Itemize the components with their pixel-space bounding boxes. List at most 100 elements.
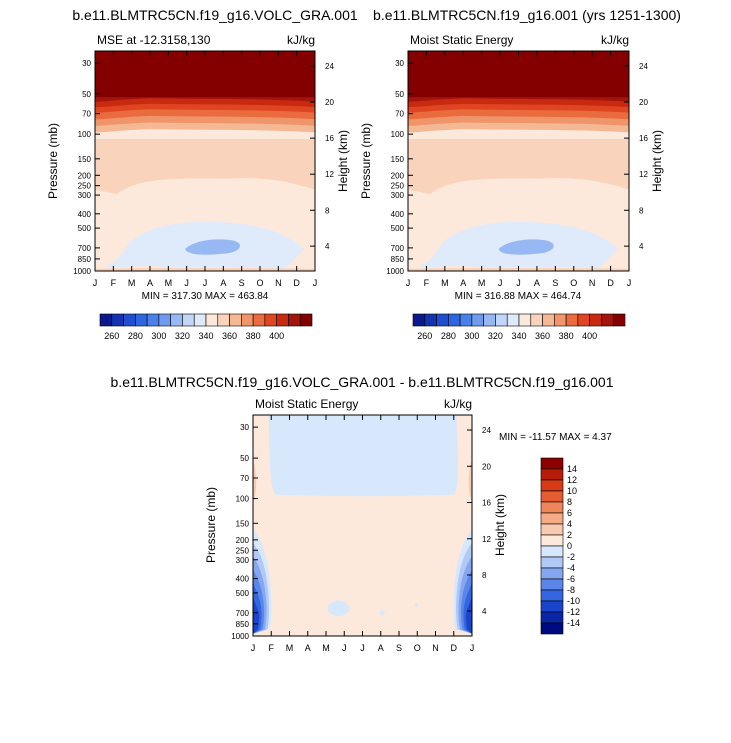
y-tick-label: 150 [391,155,405,164]
colorbar-box [135,313,148,327]
colorbar-label: 300 [151,331,166,341]
colorbar-label: 360 [535,331,550,341]
x-tick-label: A [305,643,311,653]
colorbar-label: 320 [175,331,190,341]
y-tick-label: 250 [78,182,92,191]
colorbar-box [459,313,473,327]
colorbar-label: 340 [511,331,526,341]
colorbar-box [205,313,219,327]
panel1-ylabel-right: Height (km) [336,130,350,192]
colorbar-box [495,313,508,327]
colorbar-box [217,313,230,327]
colorbar-box [506,313,520,327]
colorbar-box [540,567,564,580]
field-band-350 [95,139,315,194]
y-tick-label: 50 [82,90,91,99]
x-tick-label: J [203,278,208,288]
y-tick-label: 500 [236,589,250,598]
panel2-colorbar: 260 280 300 320 340 360 380 400 [412,313,626,341]
y-tick-label: 300 [236,556,250,565]
y2-tick-label: 16 [639,134,648,143]
y2-tick-label: 24 [325,62,334,71]
y2-tick-label: 8 [639,206,644,215]
colorbar-label: 300 [464,331,479,341]
panel3-ylabel-right: Height (km) [493,494,507,556]
x-tick-label: J [93,278,98,288]
field-band-320 [185,239,241,255]
colorbar-label: -4 [567,563,575,573]
x-tick-label: D [607,278,614,288]
x-tick-label: M [165,278,173,288]
panel3-minmax: MIN = -11.57 MAX = 4.37 [499,432,612,443]
panel1-minmax: MIN = 317.30 MAX = 463.84 [142,291,269,302]
colorbar-label: 400 [582,331,597,341]
y2-tick-label: 24 [482,426,491,435]
colorbar-box [182,313,195,327]
y-tick-label: 200 [391,171,405,180]
y-tick-label: 50 [240,454,249,463]
colorbar-label: 2 [567,530,572,540]
colorbar-box [540,479,564,492]
x-tick-label: N [432,643,439,653]
colorbar-box [565,313,579,327]
x-tick-label: S [396,643,402,653]
y-tick-label: 300 [78,191,92,200]
y2-tick-label: 4 [482,607,487,616]
panel1-left-label: MSE at -12.3158,130 [97,33,211,47]
colorbar-box [412,313,426,327]
x-tick-label: D [293,278,300,288]
colorbar-box [540,600,564,613]
colorbar-box [540,490,564,503]
x-tick-label: O [414,643,421,653]
y2-tick-label: 16 [482,499,491,508]
field-band-320 [498,239,554,255]
panel2-left-label: Moist Static Energy [410,33,513,47]
colorbar-box [577,313,590,327]
y-tick-label: 70 [395,110,404,119]
colorbar-box [158,313,171,327]
colorbar-box [540,512,564,525]
colorbar-box [540,523,564,536]
colorbar-box [471,313,484,327]
panel1-field [95,51,315,271]
y-tick-label: 400 [78,210,92,219]
x-tick-label: N [275,278,282,288]
x-tick-label: M [286,643,294,653]
x-tick-label: A [147,278,153,288]
colorbar-box [299,313,313,327]
y2-tick-label: 20 [482,462,491,471]
diff-left-neg [253,596,260,634]
colorbar-box [540,589,564,602]
colorbar-label: 320 [488,331,503,341]
x-tick-label: M [128,278,136,288]
panel1-colorbar: 260 280 300 320 340 360 380 400 [99,313,313,341]
colorbar-box [530,313,543,327]
y2-tick-label: 8 [482,571,487,580]
y-tick-label: 30 [395,59,404,68]
y2-tick-label: 20 [325,98,334,107]
panel3-title: b.e11.BLMTRC5CN.f19_g16.VOLC_GRA.001 - b… [111,374,614,390]
colorbar-box [193,313,207,327]
colorbar-box [540,468,564,481]
colorbar-label: -8 [567,585,575,595]
panel1-units-label: kJ/kg [287,33,315,47]
colorbar-box [540,534,564,547]
y-tick-label: 400 [391,210,405,219]
y-tick-label: 250 [236,546,250,555]
colorbar-box [436,313,449,327]
y-tick-label: 200 [236,536,250,545]
panel2-ylabel-right: Height (km) [650,130,664,192]
y2-tick-label: 12 [325,170,334,179]
colorbar-label: 360 [222,331,237,341]
colorbar-label: -6 [567,574,575,584]
x-tick-label: S [239,278,245,288]
x-tick-label: A [534,278,540,288]
x-tick-label: A [220,278,226,288]
panel1-ylabel: Pressure (mb) [46,123,60,199]
colorbar-box [612,313,626,327]
colorbar-label: 0 [567,541,572,551]
colorbar-box [241,313,254,327]
y2-tick-label: 4 [325,242,330,251]
